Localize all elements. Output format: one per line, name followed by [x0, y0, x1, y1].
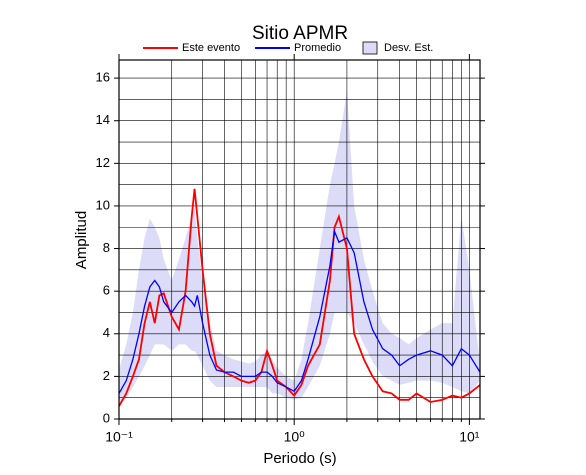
plot-frame	[118, 59, 481, 420]
y-tick-label: 10	[96, 197, 110, 212]
legend-label: Este evento	[182, 42, 240, 54]
y-tick-label: 6	[103, 283, 110, 298]
x-tick-label: 10⁰	[284, 429, 306, 445]
y-tick-label: 14	[96, 112, 110, 127]
y-tick-label: 4	[103, 325, 110, 340]
chart-title: Sitio APMR	[252, 23, 348, 44]
y-tick-label: 16	[96, 70, 110, 85]
legend-swatch	[362, 41, 378, 55]
legend-label: Desv. Est.	[384, 42, 433, 54]
series-line	[118, 229, 481, 394]
x-tick-label: 10⁻¹	[105, 429, 133, 445]
x-axis-label: Periodo (s)	[263, 450, 336, 467]
series-line	[118, 188, 481, 407]
y-tick-label: 12	[96, 155, 110, 170]
y-tick-label: 8	[103, 240, 110, 255]
y-axis-label: Amplitud	[73, 211, 90, 269]
y-tick-label: 2	[103, 368, 110, 383]
x-tick-label: 10¹	[459, 429, 480, 445]
y-tick-label: 0	[103, 410, 110, 425]
legend-label: Promedio	[294, 42, 341, 54]
